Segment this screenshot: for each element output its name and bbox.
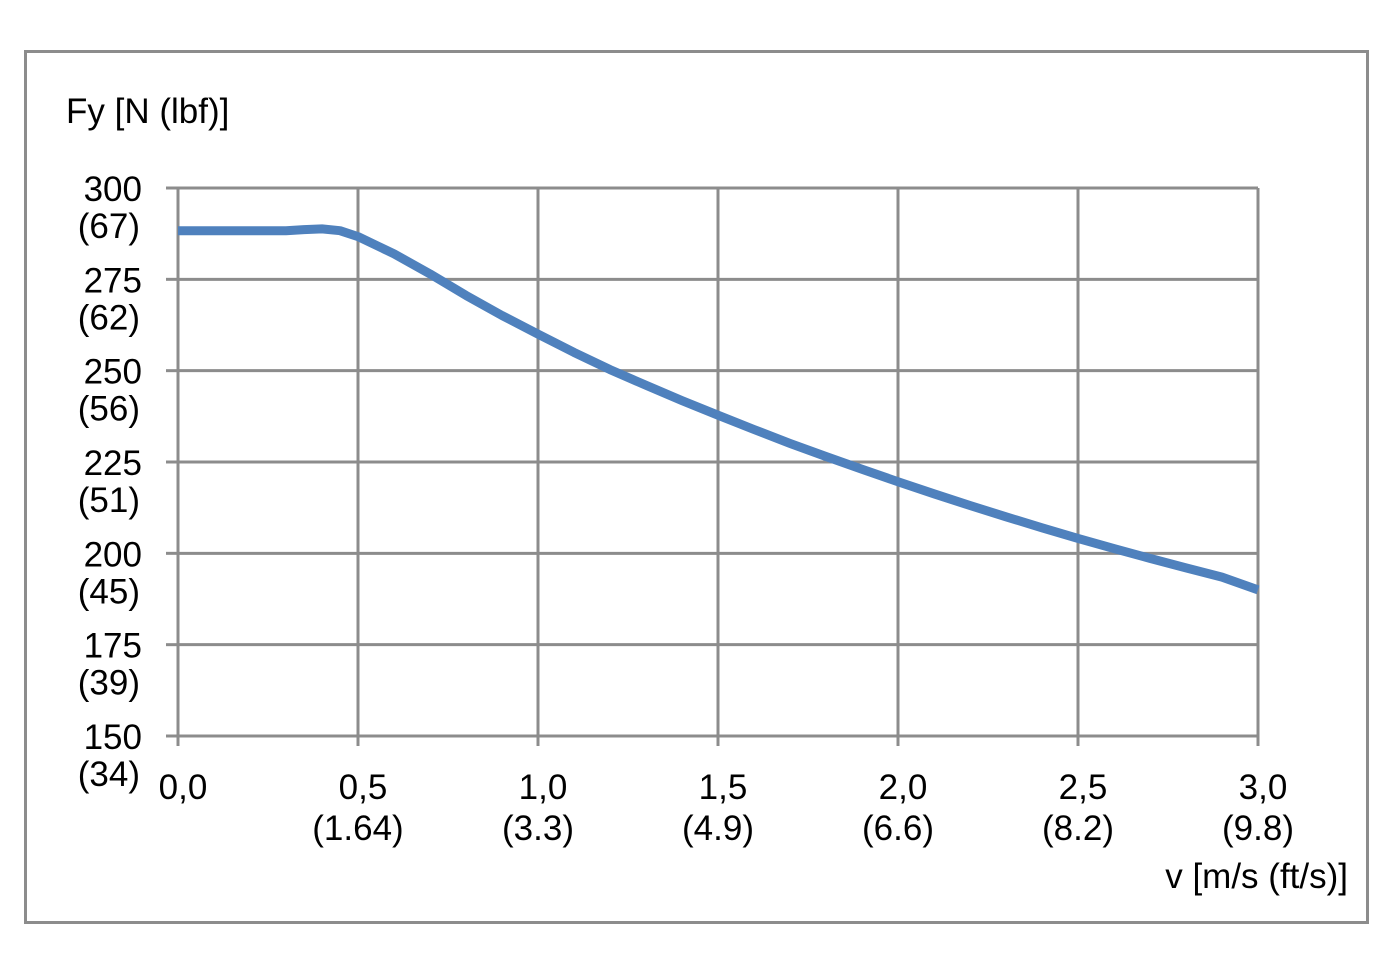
x-tick-sublabel: (1.64) (312, 809, 403, 848)
x-tick-labels: 0,0 0,5(1.64)1,0(3.3)1,5(4.9)2,0(6.6)2,5(… (159, 768, 1294, 848)
y-tick-sublabel: (67) (78, 207, 140, 246)
axis-ticks (166, 186, 1260, 746)
x-tick-label: 1,0 (519, 768, 568, 807)
x-tick-sublabel: (8.2) (1042, 809, 1114, 848)
y-tick-label: 275 (84, 261, 142, 300)
y-tick-sublabel: (39) (78, 664, 140, 703)
y-tick-sublabel: (45) (78, 572, 140, 611)
y-tick-label: 300 (84, 170, 142, 209)
series-layer (178, 224, 1260, 595)
y-tick-sublabel: (62) (78, 298, 140, 337)
x-tick-label: 1,5 (699, 768, 748, 807)
y-tick-label: 200 (84, 535, 142, 574)
x-tick-label: 0,0 (159, 768, 208, 807)
x-tick-sublabel: (4.9) (682, 809, 754, 848)
y-tick-sublabel: (34) (78, 755, 140, 794)
y-tick-label: 150 (84, 718, 142, 757)
y-axis-label: Fy [N (lbf)] (66, 92, 229, 131)
grid-lines (176, 186, 1260, 738)
y-tick-labels: 300(67)275(62)250(56)225(51)200(45)175(3… (78, 170, 142, 794)
y-tick-label: 225 (84, 444, 142, 483)
x-tick-sublabel: (9.8) (1222, 809, 1294, 848)
series-line (178, 224, 1260, 595)
y-tick-sublabel: (56) (78, 390, 140, 429)
x-tick-label: 0,5 (339, 768, 388, 807)
y-tick-label: 250 (84, 353, 142, 392)
x-tick-sublabel: (6.6) (862, 809, 934, 848)
x-tick-sublabel: (3.3) (502, 809, 574, 848)
y-tick-label: 175 (84, 627, 142, 666)
x-axis-label: v [m/s (ft/s)] (1165, 857, 1348, 896)
x-tick-label: 2,0 (879, 768, 928, 807)
chart-frame (24, 50, 1369, 924)
x-tick-label: 2,5 (1059, 768, 1108, 807)
x-tick-label: 3,0 (1239, 768, 1288, 807)
y-tick-sublabel: (51) (78, 481, 140, 520)
